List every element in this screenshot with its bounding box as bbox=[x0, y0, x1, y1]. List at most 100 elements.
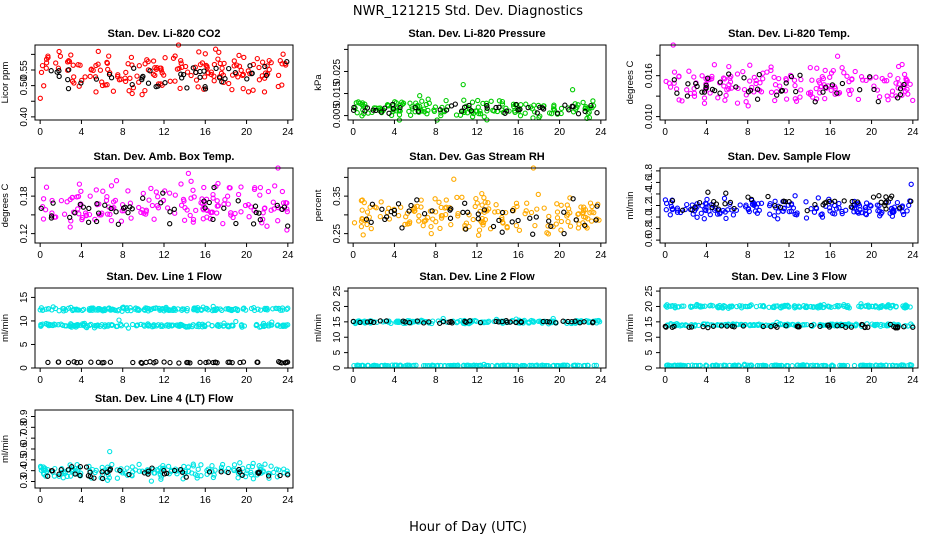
data-point bbox=[236, 466, 242, 473]
data-point bbox=[279, 188, 286, 195]
data-point bbox=[143, 207, 150, 213]
data-point bbox=[780, 208, 786, 214]
data-point bbox=[714, 207, 721, 213]
y-tick-label: 15 bbox=[332, 316, 343, 328]
data-point bbox=[771, 213, 778, 219]
panel-2: Stan. Dev. Li-820 Pressure kPa 0 4 8 12 16 20 24… bbox=[313, 28, 607, 138]
data-point bbox=[745, 194, 751, 200]
data-point bbox=[412, 104, 418, 111]
data-point bbox=[438, 215, 445, 221]
data-point bbox=[663, 303, 669, 309]
data-point bbox=[142, 61, 148, 67]
data-point bbox=[386, 110, 392, 116]
data-point bbox=[168, 307, 174, 313]
data-point bbox=[775, 216, 781, 222]
data-point bbox=[792, 305, 798, 311]
data-point bbox=[151, 470, 157, 476]
data-point bbox=[257, 192, 263, 198]
data-point bbox=[178, 57, 184, 64]
x-tick-label: 12 bbox=[158, 375, 170, 386]
data-point bbox=[799, 362, 805, 368]
data-point bbox=[198, 473, 204, 479]
panel-8: Stan. Dev. Line 2 Flow ml/min 0 4 8 12 16 20 24 0… bbox=[313, 271, 607, 386]
data-point bbox=[443, 197, 449, 203]
data-point bbox=[484, 108, 490, 114]
panel-10: Stan. Dev. Line 4 (LT) Flow ml/min 0 4 8 12 16… bbox=[0, 393, 294, 506]
data-point bbox=[712, 87, 718, 94]
data-point bbox=[379, 206, 385, 212]
data-point bbox=[897, 91, 904, 98]
data-point bbox=[721, 195, 728, 202]
data-point bbox=[593, 217, 599, 223]
data-point bbox=[155, 468, 161, 474]
data-point bbox=[866, 208, 872, 214]
data-point bbox=[179, 306, 186, 312]
data-point bbox=[546, 218, 552, 224]
data-point bbox=[161, 465, 167, 471]
data-point bbox=[377, 213, 383, 220]
data-point bbox=[589, 320, 596, 326]
data-point bbox=[219, 461, 226, 468]
data-point bbox=[760, 76, 766, 82]
data-point bbox=[553, 221, 559, 227]
data-point bbox=[185, 359, 191, 366]
data-point bbox=[227, 185, 233, 191]
data-point bbox=[42, 207, 49, 213]
data-point bbox=[275, 83, 281, 90]
data-point bbox=[527, 215, 533, 221]
data-point bbox=[232, 69, 238, 76]
data-point bbox=[447, 215, 454, 221]
data-point bbox=[907, 81, 913, 87]
data-point bbox=[826, 205, 833, 211]
data-point bbox=[580, 99, 586, 106]
data-point bbox=[569, 103, 575, 109]
data-point bbox=[545, 231, 552, 237]
data-point bbox=[117, 467, 123, 474]
data-point bbox=[270, 199, 276, 205]
data-point bbox=[235, 475, 241, 481]
data-point bbox=[225, 306, 231, 312]
data-point bbox=[43, 473, 49, 479]
data-point bbox=[65, 359, 72, 366]
data-point bbox=[65, 467, 71, 473]
data-point bbox=[895, 75, 901, 82]
data-point bbox=[817, 323, 823, 330]
data-point bbox=[210, 195, 216, 201]
data-point bbox=[537, 104, 543, 110]
data-point bbox=[104, 194, 110, 200]
data-point bbox=[268, 207, 274, 213]
y-axis-label: kPa bbox=[313, 74, 324, 91]
figure-title: NWR_121215 Std. Dev. Diagnostics bbox=[353, 4, 583, 19]
data-point bbox=[503, 105, 509, 111]
data-point bbox=[708, 302, 714, 308]
data-point bbox=[187, 212, 193, 219]
data-point bbox=[741, 75, 747, 81]
data-point bbox=[408, 202, 414, 209]
data-point bbox=[244, 76, 250, 82]
data-point bbox=[123, 306, 129, 312]
data-point bbox=[805, 90, 812, 96]
data-point bbox=[350, 107, 357, 113]
data-point bbox=[443, 204, 449, 210]
data-point bbox=[186, 468, 192, 475]
data-point bbox=[411, 205, 417, 212]
y-tick-label: 1.4 bbox=[644, 187, 655, 201]
data-point bbox=[758, 200, 765, 206]
data-point bbox=[499, 318, 505, 325]
data-point bbox=[256, 210, 262, 216]
data-point bbox=[718, 323, 725, 329]
data-point bbox=[351, 220, 358, 226]
data-point bbox=[262, 305, 268, 312]
data-point bbox=[79, 214, 85, 221]
data-point bbox=[741, 86, 748, 93]
x-tick-label: 24 bbox=[595, 375, 607, 386]
data-point bbox=[43, 306, 49, 312]
y-tick-label: 10 bbox=[644, 331, 655, 343]
data-point bbox=[136, 468, 143, 474]
data-point bbox=[126, 88, 132, 94]
data-point bbox=[575, 211, 581, 217]
data-point bbox=[698, 210, 704, 216]
data-point bbox=[867, 202, 873, 208]
data-point bbox=[496, 217, 502, 224]
data-point bbox=[250, 87, 256, 93]
